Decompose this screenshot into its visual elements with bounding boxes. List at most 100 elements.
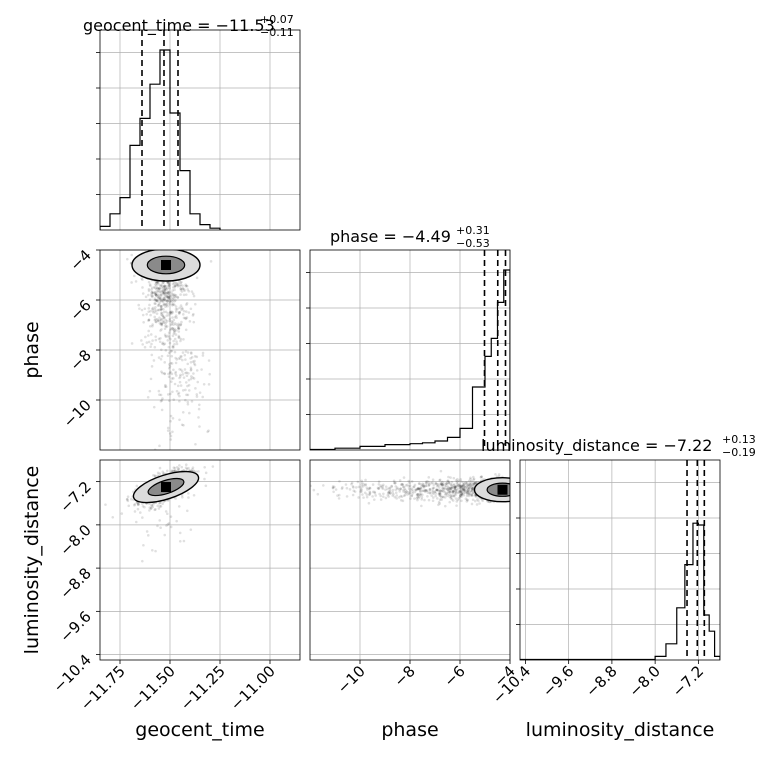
scatter-point (178, 306, 181, 310)
scatter-point (461, 485, 465, 488)
scatter-point (166, 291, 169, 295)
scatter-point (427, 498, 431, 502)
scatter-point (162, 292, 166, 296)
scatter-point (183, 353, 187, 357)
scatter-point (159, 294, 162, 297)
scatter-point (456, 486, 460, 490)
scatter-point (158, 502, 161, 505)
scatter-point (401, 483, 404, 486)
scatter-point (426, 491, 430, 494)
scatter-point (164, 291, 168, 295)
scatter-point (464, 484, 467, 488)
scatter-point (463, 491, 466, 494)
scatter-point (184, 398, 187, 402)
scatter-point (185, 509, 189, 513)
scatter-point (365, 493, 369, 496)
scatter-point (156, 295, 160, 299)
scatter-point (391, 491, 395, 494)
scatter-point (193, 355, 197, 358)
scatter-point (164, 303, 168, 306)
scatter-point (147, 280, 151, 284)
scatter-point (153, 345, 157, 349)
scatter-point (470, 493, 474, 496)
scatter-point (172, 332, 176, 335)
scatter-point (172, 466, 176, 469)
scatter-point (157, 287, 160, 291)
scatter-point (441, 483, 444, 487)
scatter-point (157, 507, 161, 510)
scatter-point (195, 276, 199, 280)
scatter-point (467, 489, 470, 493)
scatter-point (360, 481, 364, 485)
scatter-point (465, 490, 468, 493)
scatter-point (167, 290, 171, 294)
scatter-point (182, 309, 186, 313)
scatter-point (187, 492, 190, 495)
scatter-point (197, 407, 201, 411)
scatter-point (166, 281, 170, 285)
scatter-point (195, 470, 198, 473)
scatter-point (439, 482, 442, 485)
scatter-point (162, 310, 166, 314)
scatter-point (465, 492, 469, 496)
title-phase: phase = −4.49 +0.31 −0.53 (330, 224, 490, 250)
scatter-point (151, 311, 155, 314)
scatter-point (203, 465, 206, 469)
scatter-point (437, 486, 441, 489)
scatter-point (171, 286, 175, 289)
scatter-point (404, 491, 408, 495)
scatter-point (158, 505, 162, 508)
scatter-point (455, 484, 459, 487)
scatter-point (394, 485, 398, 488)
scatter-point (145, 530, 149, 533)
scatter-point (160, 321, 163, 325)
scatter-point (133, 274, 136, 278)
scatter-point (155, 299, 159, 303)
scatter-point (173, 469, 177, 472)
scatter-point (159, 308, 163, 312)
scatter-point (437, 503, 440, 507)
scatter-point (423, 498, 426, 502)
scatter-point (336, 494, 339, 497)
scatter-point (169, 294, 172, 297)
scatter-point (357, 485, 361, 489)
scatter-point (193, 363, 197, 367)
scatter-point (160, 322, 163, 326)
scatter-point (172, 345, 175, 349)
scatter-point (148, 389, 152, 393)
scatter-point (111, 515, 115, 519)
scatter-point (453, 492, 456, 496)
scatter-point (154, 306, 157, 309)
scatter-point (182, 376, 186, 379)
scatter-point (402, 485, 406, 489)
scatter-point (416, 487, 420, 491)
scatter-point (165, 295, 169, 299)
scatter-point (451, 485, 455, 489)
scatter-point (177, 467, 180, 470)
scatter-point (471, 483, 474, 487)
scatter-point (405, 490, 409, 493)
scatter-point (154, 292, 158, 296)
scatter-point (150, 503, 154, 507)
scatter-point (480, 475, 483, 479)
scatter-point (167, 351, 171, 355)
scatter-point (156, 524, 159, 528)
scatter-point (467, 483, 470, 487)
xtick-label-phase: −6 (440, 662, 468, 690)
scatter-point (126, 495, 130, 499)
scatter-point (165, 287, 168, 291)
scatter-point (473, 482, 477, 485)
scatter-point (168, 399, 171, 402)
scatter-point (431, 496, 435, 499)
scatter-point (402, 476, 406, 479)
scatter-point (168, 284, 171, 287)
scatter-point (421, 489, 424, 493)
scatter-point (480, 475, 483, 479)
scatter-point (368, 486, 371, 490)
scatter-point (450, 497, 454, 501)
scatter-point (135, 484, 139, 488)
scatter-point (497, 473, 501, 476)
scatter-point (427, 483, 431, 487)
scatter-point (165, 299, 169, 303)
scatter-point (186, 288, 189, 291)
